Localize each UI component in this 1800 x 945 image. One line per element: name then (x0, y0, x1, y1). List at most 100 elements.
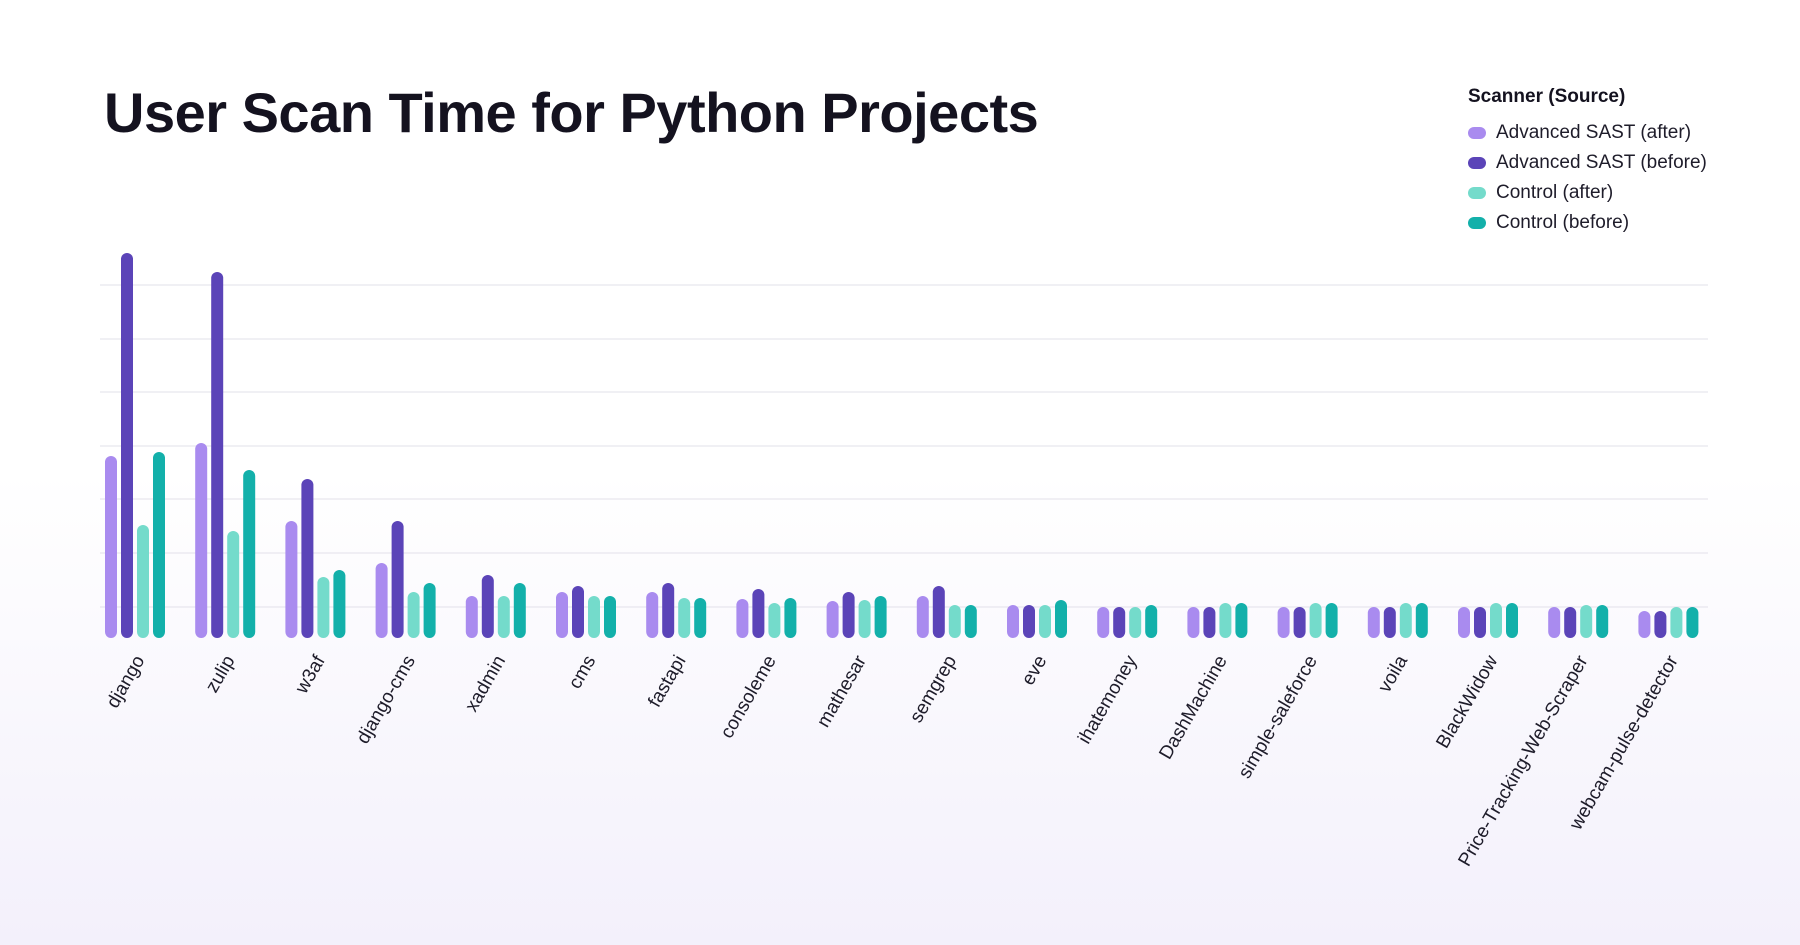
bar-ihatemoney-control-before (1145, 605, 1158, 638)
bar-blackwidow-control-before (1506, 603, 1518, 638)
legend-swatch-advanced-sast-after (1468, 127, 1486, 139)
bar-ihatemoney-advanced-sast-before (1113, 607, 1126, 638)
gridlines (100, 284, 1708, 608)
bar-xadmin-advanced-sast-before (481, 575, 494, 638)
bar-consoleme-control-after (768, 603, 781, 638)
x-tick-label-ihatemoney: ihatemoney (1074, 652, 1142, 748)
legend-swatch-advanced-sast-before (1468, 157, 1486, 169)
x-tick-label-django-cms: django-cms (353, 652, 420, 748)
bar-fastapi-control-after (678, 598, 691, 638)
bar-xadmin-control-before (513, 583, 526, 638)
bar-webcam-pulse-detector-advanced-sast-before (1654, 611, 1667, 638)
bar-consoleme-advanced-sast-after (736, 599, 749, 638)
bar-semgrep-advanced-sast-before (932, 586, 945, 638)
bar-django-cms-advanced-sast-after (375, 563, 388, 638)
bar-simple-saleforce-advanced-sast-before (1293, 607, 1306, 638)
bar-cms-control-after (588, 596, 600, 638)
bar-semgrep-advanced-sast-after (916, 596, 929, 638)
bar-blackwidow-advanced-sast-before (1474, 607, 1486, 638)
bar-fastapi-advanced-sast-after (646, 592, 659, 638)
bar-eve-advanced-sast-before (1023, 605, 1035, 638)
x-tick-label-dashmachine: DashMachine (1155, 652, 1231, 763)
bar-zulip-control-after (227, 531, 240, 638)
bar-price-tracking-web-scraper-advanced-sast-before (1564, 607, 1577, 638)
bar-django-advanced-sast-before (121, 253, 133, 638)
legend-item-advanced-sast-after: Advanced SAST (after) (1468, 118, 1788, 148)
x-tick-label-cms: cms (565, 652, 601, 693)
bar-mathesar-advanced-sast-after (826, 601, 839, 638)
bar-dashmachine-control-before (1235, 603, 1248, 638)
legend-label: Advanced SAST (before) (1496, 152, 1707, 173)
bar-dashmachine-control-after (1219, 603, 1232, 638)
legend: Scanner (Source) Advanced SAST (after) A… (1468, 86, 1788, 238)
legend-label: Control (after) (1496, 182, 1614, 203)
bar-eve-control-before (1055, 600, 1067, 638)
bar-dashmachine-advanced-sast-before (1203, 607, 1216, 638)
bar-consoleme-advanced-sast-before (752, 589, 765, 638)
x-tick-label-w3af: w3af (291, 651, 330, 698)
bar-w3af-control-before (333, 570, 346, 638)
bar-price-tracking-web-scraper-control-before (1596, 605, 1609, 638)
bar-webcam-pulse-detector-control-after (1670, 607, 1683, 638)
legend-item-advanced-sast-before: Advanced SAST (before) (1468, 148, 1788, 178)
bar-mathesar-control-after (858, 600, 871, 638)
bar-semgrep-control-before (964, 605, 977, 638)
bars (105, 253, 1699, 638)
legend-item-control-before: Control (before) (1468, 208, 1788, 238)
bar-cms-advanced-sast-before (572, 586, 584, 638)
bar-eve-control-after (1039, 605, 1051, 638)
bar-w3af-advanced-sast-after (285, 521, 298, 638)
bar-simple-saleforce-control-before (1325, 603, 1338, 638)
bar-webcam-pulse-detector-control-before (1686, 607, 1699, 638)
chart-title: User Scan Time for Python Projects (104, 81, 1039, 144)
bar-webcam-pulse-detector-advanced-sast-after (1638, 611, 1651, 638)
bar-blackwidow-control-after (1490, 603, 1502, 638)
bar-django-cms-control-before (423, 583, 436, 638)
legend-title: Scanner (Source) (1468, 86, 1626, 107)
x-tick-label-semgrep: semgrep (906, 652, 961, 727)
legend-swatch-control-before (1468, 217, 1486, 229)
bar-cms-control-before (604, 596, 616, 638)
bar-ihatemoney-control-after (1129, 607, 1142, 638)
x-tick-label-xadmin: xadmin (461, 652, 510, 716)
x-tick-label-fastapi: fastapi (644, 652, 690, 711)
x-tick-label-mathesar: mathesar (813, 651, 871, 731)
bar-xadmin-advanced-sast-after (465, 596, 478, 638)
bar-django-advanced-sast-after (105, 456, 117, 638)
bar-django-cms-control-after (407, 592, 420, 638)
bar-django-control-after (137, 525, 149, 638)
x-tick-label-zulip: zulip (202, 652, 240, 696)
x-axis-tick-labels: django zulip w3af django-cms xadmin cms fastap… (103, 651, 1683, 870)
bar-mathesar-control-before (874, 596, 887, 638)
x-tick-label-blackwidow: BlackWidow (1432, 652, 1502, 752)
bar-fastapi-advanced-sast-before (662, 583, 675, 638)
bar-django-control-before (153, 452, 165, 638)
bar-price-tracking-web-scraper-advanced-sast-after (1548, 607, 1561, 638)
legend-label: Advanced SAST (after) (1496, 122, 1692, 143)
bar-dashmachine-advanced-sast-after (1187, 607, 1200, 638)
bar-zulip-advanced-sast-after (195, 443, 208, 638)
bar-voila-control-after (1399, 603, 1412, 638)
legend-item-control-after: Control (after) (1468, 178, 1788, 208)
bar-price-tracking-web-scraper-control-after (1580, 605, 1593, 638)
bar-cms-advanced-sast-after (556, 592, 568, 638)
bar-django-cms-advanced-sast-before (391, 521, 404, 638)
bar-semgrep-control-after (948, 605, 961, 638)
bar-simple-saleforce-control-after (1309, 603, 1322, 638)
bar-voila-advanced-sast-after (1367, 607, 1380, 638)
bar-eve-advanced-sast-after (1007, 605, 1019, 638)
legend-label: Control (before) (1496, 212, 1630, 233)
bar-fastapi-control-before (694, 598, 707, 638)
bar-simple-saleforce-advanced-sast-after (1277, 607, 1290, 638)
bar-voila-control-before (1415, 603, 1428, 638)
bar-zulip-advanced-sast-before (211, 272, 224, 638)
bar-w3af-advanced-sast-before (301, 479, 314, 638)
bar-xadmin-control-after (497, 596, 510, 638)
legend-swatch-control-after (1468, 187, 1486, 199)
x-tick-label-consoleme: consoleme (717, 652, 781, 742)
bar-voila-advanced-sast-before (1383, 607, 1396, 638)
bar-w3af-control-after (317, 577, 330, 638)
x-tick-label-voila: voila (1374, 652, 1412, 697)
x-tick-label-django: django (103, 652, 150, 712)
x-tick-label-eve: eve (1018, 652, 1052, 689)
